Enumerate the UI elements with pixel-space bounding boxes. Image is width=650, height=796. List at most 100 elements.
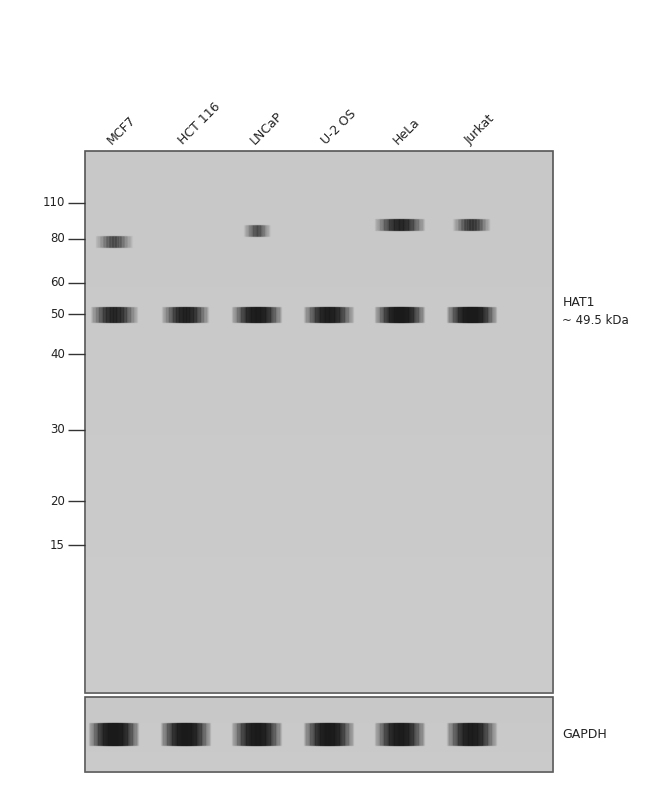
Bar — [388, 307, 389, 322]
Bar — [89, 723, 90, 745]
Bar — [343, 723, 344, 745]
Bar — [470, 723, 471, 745]
Bar — [323, 723, 324, 745]
Bar — [397, 307, 398, 322]
Bar — [380, 307, 381, 322]
Bar — [386, 723, 387, 745]
Bar — [467, 723, 469, 745]
Bar — [107, 723, 109, 745]
Bar — [336, 307, 337, 322]
Bar — [170, 307, 171, 322]
Text: 30: 30 — [50, 423, 65, 436]
Bar — [100, 307, 101, 322]
Bar — [405, 219, 406, 230]
Bar — [324, 723, 326, 745]
Bar — [243, 723, 244, 745]
Bar — [491, 723, 492, 745]
Bar — [420, 307, 421, 322]
Bar — [408, 219, 410, 230]
Bar — [481, 723, 482, 745]
Bar — [172, 723, 174, 745]
Text: ~ 49.5 kDa: ~ 49.5 kDa — [562, 314, 629, 327]
Bar — [278, 723, 279, 745]
Bar — [99, 307, 100, 322]
Bar — [346, 307, 347, 322]
Bar — [84, 743, 552, 745]
Bar — [84, 455, 552, 462]
Bar — [243, 307, 244, 322]
Bar — [84, 754, 552, 755]
Bar — [471, 723, 472, 745]
Bar — [388, 219, 389, 230]
Bar — [84, 198, 552, 205]
Bar — [400, 723, 401, 745]
Bar — [84, 192, 552, 198]
Bar — [177, 307, 178, 322]
Bar — [395, 723, 396, 745]
Bar — [473, 723, 474, 745]
Bar — [233, 723, 234, 745]
Bar — [308, 723, 309, 745]
Bar — [84, 771, 552, 772]
Bar — [342, 307, 343, 322]
Bar — [84, 476, 552, 482]
Bar — [184, 723, 185, 745]
Bar — [84, 598, 552, 605]
Bar — [84, 517, 552, 524]
Bar — [490, 307, 491, 322]
Bar — [469, 723, 470, 745]
Bar — [172, 307, 174, 322]
Bar — [182, 307, 183, 322]
Bar — [84, 428, 552, 435]
Bar — [421, 307, 422, 322]
Bar — [164, 723, 165, 745]
Bar — [84, 720, 552, 721]
Bar — [84, 733, 552, 734]
Bar — [194, 307, 195, 322]
Bar — [421, 219, 422, 230]
Bar — [272, 307, 273, 322]
Bar — [387, 307, 388, 322]
Bar — [245, 723, 246, 745]
Bar — [91, 307, 92, 322]
Bar — [84, 696, 552, 772]
Bar — [393, 307, 395, 322]
Bar — [401, 307, 402, 322]
Bar — [349, 307, 350, 322]
Bar — [333, 723, 335, 745]
Bar — [202, 723, 203, 745]
Bar — [401, 219, 402, 230]
Bar — [124, 723, 125, 745]
Bar — [239, 723, 240, 745]
Bar — [84, 731, 552, 732]
Bar — [84, 734, 552, 736]
Bar — [447, 723, 448, 745]
Bar — [494, 307, 495, 322]
Bar — [329, 307, 330, 322]
Bar — [460, 307, 461, 322]
Bar — [345, 307, 346, 322]
Bar — [376, 723, 377, 745]
Bar — [234, 307, 235, 322]
Bar — [420, 723, 421, 745]
Bar — [267, 723, 268, 745]
Bar — [137, 723, 138, 745]
Bar — [487, 307, 488, 322]
Bar — [463, 307, 464, 322]
Bar — [312, 723, 313, 745]
Bar — [84, 721, 552, 722]
Bar — [464, 307, 465, 322]
Bar — [266, 723, 267, 745]
Bar — [423, 307, 424, 322]
Bar — [463, 723, 464, 745]
Bar — [473, 307, 474, 322]
Bar — [201, 723, 202, 745]
Bar — [456, 723, 457, 745]
Bar — [450, 723, 451, 745]
Bar — [84, 638, 552, 645]
Bar — [380, 219, 381, 230]
Bar — [249, 307, 250, 322]
Bar — [420, 219, 421, 230]
Bar — [84, 205, 552, 212]
Bar — [340, 723, 341, 745]
